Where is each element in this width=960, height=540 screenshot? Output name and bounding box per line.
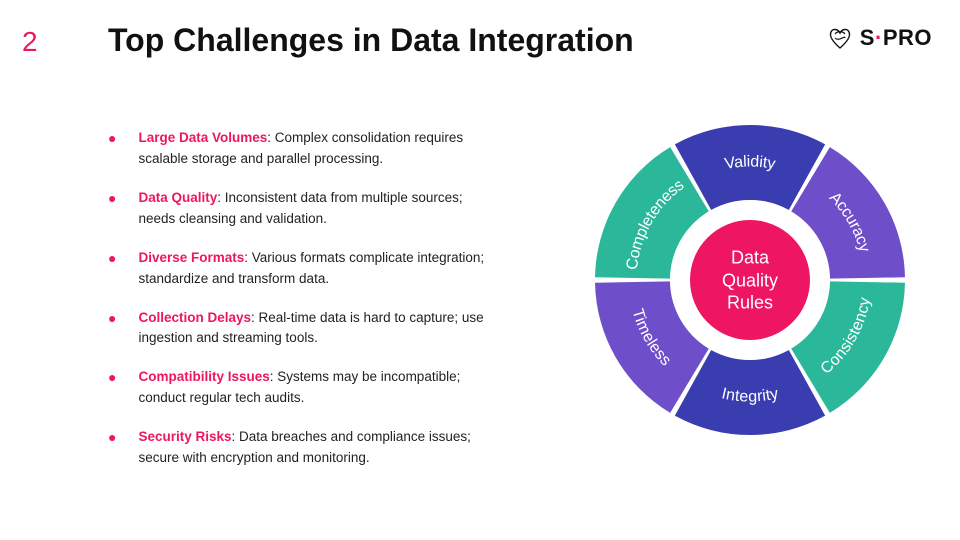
bullet-body: Data Quality: Inconsistent data from mul… — [138, 188, 488, 230]
bullet-label: Compatibility Issues — [138, 369, 269, 384]
bullet-dot-icon: ● — [108, 248, 116, 290]
bullet-body: Security Risks: Data breaches and compli… — [138, 427, 488, 469]
bullet-body: Large Data Volumes: Complex consolidatio… — [138, 128, 488, 170]
bullet-body: Diverse Formats: Various formats complic… — [138, 248, 488, 290]
bullet-label: Large Data Volumes — [138, 130, 267, 145]
bullet-item: ● Security Risks: Data breaches and compl… — [108, 427, 488, 469]
donut-center — [690, 220, 810, 340]
bullet-item: ● Large Data Volumes: Complex consolidati… — [108, 128, 488, 170]
bullet-item: ● Data Quality: Inconsistent data from mu… — [108, 188, 488, 230]
bullet-body: Compatibility Issues: Systems may be inc… — [138, 367, 488, 409]
bullet-dot-icon: ● — [108, 427, 116, 469]
donut-chart: ValidityAccuracyConsistencyIntegrityTime… — [590, 120, 910, 440]
bullet-label: Diverse Formats — [138, 250, 244, 265]
logo-s: S — [860, 25, 875, 50]
brand-logo: S·PRO — [826, 24, 932, 52]
logo-text: S·PRO — [860, 25, 932, 51]
bullet-body: Collection Delays: Real-time data is har… — [138, 308, 488, 350]
slide-title: Top Challenges in Data Integration — [108, 22, 634, 59]
bullet-item: ● Diverse Formats: Various formats compli… — [108, 248, 488, 290]
bullet-dot-icon: ● — [108, 128, 116, 170]
bullet-item: ● Collection Delays: Real-time data is ha… — [108, 308, 488, 350]
bullet-dot-icon: ● — [108, 367, 116, 409]
bullet-label: Collection Delays — [138, 310, 251, 325]
bullet-dot-icon: ● — [108, 308, 116, 350]
bullet-dot-icon: ● — [108, 188, 116, 230]
bullet-label: Data Quality — [138, 190, 217, 205]
page-number: 2 — [22, 26, 38, 58]
donut-segment-label: Validity — [723, 154, 776, 174]
bullet-item: ● Compatibility Issues: Systems may be in… — [108, 367, 488, 409]
bullet-list: ● Large Data Volumes: Complex consolidati… — [108, 128, 488, 487]
slide: 2 Top Challenges in Data Integration S·P… — [0, 0, 960, 540]
heart-knot-icon — [826, 24, 854, 52]
bullet-label: Security Risks — [138, 429, 231, 444]
logo-dot: · — [875, 25, 883, 50]
logo-pro: PRO — [883, 25, 932, 50]
